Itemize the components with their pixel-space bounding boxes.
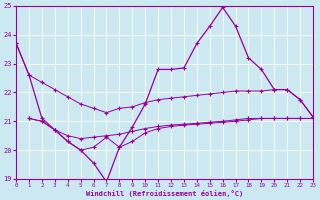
X-axis label: Windchill (Refroidissement éolien,°C): Windchill (Refroidissement éolien,°C) xyxy=(86,190,243,197)
